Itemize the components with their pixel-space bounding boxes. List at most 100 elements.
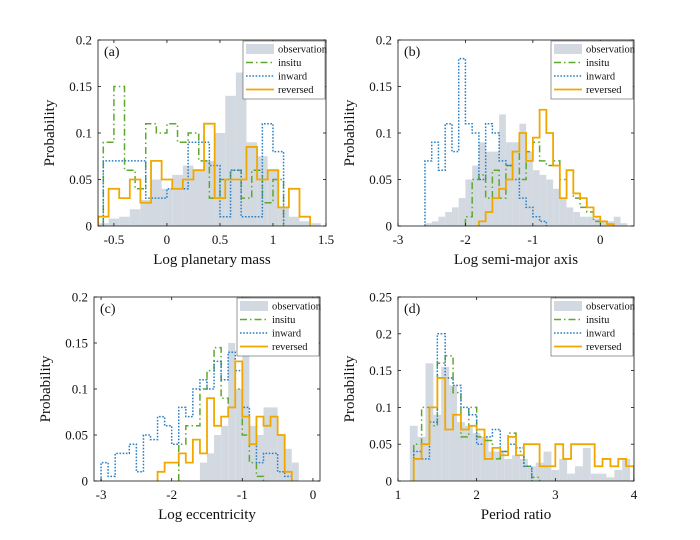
y-tick-label: 0.1 — [376, 126, 392, 141]
observation-bar — [267, 170, 279, 226]
x-axis-label: Log eccentricity — [158, 507, 256, 523]
x-tick-label: -1 — [237, 487, 248, 502]
observation-bar — [546, 179, 554, 226]
y-tick-label: 0 — [82, 474, 89, 489]
y-tick-label: 0.15 — [369, 363, 392, 378]
legend-label-reversed: reversed — [586, 85, 622, 96]
observation-bar — [613, 216, 621, 226]
observation-bar — [409, 425, 418, 481]
observation-bar — [582, 447, 591, 481]
observation-bar — [235, 72, 247, 226]
observation-bar — [535, 462, 544, 481]
observation-bar — [499, 114, 506, 226]
observation-bar — [492, 151, 500, 226]
observation-bar — [291, 462, 299, 481]
legend-swatch-observation — [554, 301, 582, 311]
legend: observation insitu inward reversed — [550, 297, 636, 357]
observation-bar — [614, 469, 623, 481]
legend-label-observation: observation — [278, 45, 328, 56]
y-tick-label: 0 — [386, 219, 393, 234]
observation-bar — [512, 455, 520, 481]
x-tick-label: 0 — [310, 487, 317, 502]
legend-label-reversed: reversed — [278, 85, 314, 96]
inward-series-line — [102, 122, 285, 226]
legend: observation insitu inward reversed — [550, 40, 636, 100]
observation-bar — [458, 198, 466, 226]
observation-bar — [566, 207, 574, 226]
observation-bar — [567, 473, 575, 481]
observation-bar — [472, 433, 481, 481]
legend-label-inward: inward — [586, 329, 616, 340]
observation-bar — [256, 435, 264, 481]
legend-label-insitu: insitu — [586, 315, 610, 326]
observation-bar — [246, 142, 258, 226]
observation-bar — [172, 174, 183, 226]
y-tick-label: 0.15 — [65, 336, 88, 351]
observation-bar — [586, 216, 594, 226]
observation-bar — [504, 458, 513, 481]
observation-bar — [310, 223, 321, 226]
y-tick-label: 0.2 — [72, 290, 88, 305]
x-tick-label: -2 — [460, 232, 471, 247]
observation-bar — [108, 218, 120, 226]
observation-bar — [519, 123, 527, 226]
x-tick-label: -2 — [166, 487, 177, 502]
plot-area — [409, 333, 634, 481]
observation-bar — [464, 425, 473, 481]
legend-label-observation: observation — [586, 45, 636, 56]
plot-area — [424, 57, 628, 226]
observation-bar — [119, 216, 130, 226]
y-tick-label: 0.1 — [376, 400, 392, 415]
plot-area — [98, 72, 321, 226]
observation-bar — [539, 174, 547, 226]
observation-bar — [161, 188, 173, 226]
x-tick-label: -1 — [527, 232, 538, 247]
legend-label-reversed: reversed — [586, 342, 622, 353]
y-tick-label: 0.05 — [369, 172, 392, 187]
legend-swatch-observation — [246, 44, 274, 54]
observation-bar — [424, 223, 432, 226]
observation-bar — [207, 453, 215, 481]
observation-bar — [445, 212, 452, 226]
legend-label-insitu: insitu — [272, 315, 296, 326]
observation-bar — [600, 220, 608, 226]
observation-bar — [451, 207, 459, 226]
observation-bar — [204, 160, 215, 226]
observation-bar — [465, 179, 473, 226]
observation-bar — [299, 221, 311, 226]
chart-panel-d: 1 2 3 4 0 0.05 0.1 0.15 0.2 0.25 Period ratio Proba… — [342, 290, 638, 524]
plot-area — [100, 297, 299, 481]
observation-bar — [129, 209, 141, 226]
observation-bar — [221, 425, 229, 481]
x-axis-label: Log planetary mass — [153, 252, 271, 268]
observation-bar — [580, 216, 587, 226]
observation-bar — [505, 142, 513, 226]
y-tick-label: 0.2 — [76, 33, 92, 48]
legend-label-insitu: insitu — [586, 58, 610, 69]
y-tick-label: 0.2 — [376, 33, 392, 48]
observation-bar — [551, 469, 560, 481]
legend-label-inward: inward — [272, 329, 302, 340]
legend-label-inward: inward — [278, 72, 308, 83]
observation-bar — [519, 458, 528, 481]
observation-bar — [193, 170, 205, 226]
panel-label: (d) — [404, 302, 421, 317]
observation-bar — [526, 151, 533, 226]
y-tick-label: 0.1 — [72, 382, 88, 397]
observation-bar — [433, 414, 442, 481]
observation-bar — [488, 451, 497, 481]
observation-bar — [225, 95, 236, 226]
observation-bar — [228, 343, 236, 481]
x-tick-label: 0 — [164, 232, 171, 247]
y-tick-label: 0.25 — [369, 290, 392, 305]
reversed-series-line — [478, 108, 615, 226]
axes-box — [397, 296, 635, 482]
observation-bar — [199, 462, 207, 481]
observation-bar — [263, 407, 271, 481]
reversed-series-line — [156, 360, 293, 481]
insitu-series-line — [412, 355, 541, 481]
legend-label-observation: observation — [586, 302, 636, 313]
y-tick-label: 0.1 — [76, 126, 92, 141]
y-tick-label: 0.2 — [376, 326, 392, 341]
